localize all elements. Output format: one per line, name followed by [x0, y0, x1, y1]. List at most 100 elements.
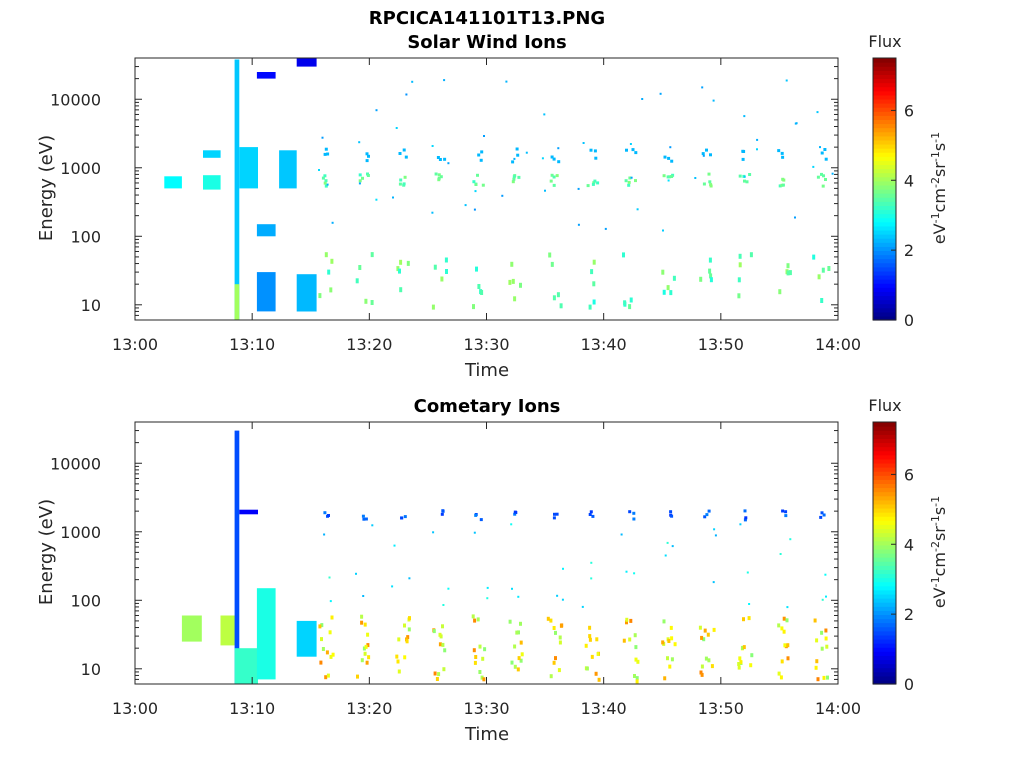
flux-cell	[816, 111, 819, 114]
flux-cell	[708, 180, 712, 184]
flux-cell	[447, 587, 450, 590]
flux-cell	[824, 573, 827, 576]
flux-cell	[328, 630, 332, 635]
flux-cell	[366, 632, 370, 637]
colorbar-segment	[873, 561, 896, 566]
flux-cell	[707, 658, 711, 663]
flux-cell	[667, 156, 671, 160]
colorbar-segment	[873, 242, 896, 247]
flux-cell	[670, 175, 674, 178]
flux-cell	[672, 275, 676, 281]
y-axis-label: Energy (eV)	[36, 499, 57, 605]
axes-box	[134, 57, 839, 321]
colorbar-segment	[873, 565, 896, 570]
figure-title: RPCICA141101T13.PNG	[369, 8, 605, 29]
flux-cell	[778, 289, 782, 295]
flux-cell	[702, 154, 705, 157]
flux-cell	[625, 570, 628, 573]
colorbar-segment	[873, 593, 896, 599]
colorbar-segment	[873, 94, 896, 100]
flux-cell	[588, 513, 592, 516]
flux-cell	[827, 266, 831, 271]
flux-cell	[391, 585, 394, 588]
flux-cell	[358, 182, 361, 185]
flux-cell	[326, 673, 330, 678]
flux-cell	[670, 636, 674, 641]
flux-cell	[407, 627, 411, 632]
flux-cell	[399, 287, 403, 293]
flux-cell	[403, 655, 407, 660]
flux-cell	[549, 618, 553, 623]
flux-cell	[784, 510, 788, 514]
colorbar-segment	[873, 503, 896, 509]
colorbar-segment	[873, 618, 896, 624]
flux-cell	[812, 165, 815, 168]
flux-cell	[403, 623, 406, 628]
colorbar-segment	[873, 225, 896, 231]
colorbar-segment	[873, 98, 896, 104]
colorbar-segment	[873, 483, 896, 489]
colorbar-segment	[873, 610, 896, 615]
flux-cell	[318, 624, 322, 629]
flux-cell	[739, 660, 743, 665]
flux-cell	[779, 553, 782, 555]
colorbar-segment	[873, 262, 896, 268]
flux-cell	[786, 606, 789, 609]
flux-cell	[511, 180, 515, 184]
flux-cell	[737, 277, 741, 283]
flux-cell	[782, 616, 786, 621]
flux-cell	[330, 258, 334, 264]
flux-cell	[661, 640, 665, 645]
flux-cell	[431, 145, 434, 147]
flux-cell	[741, 645, 744, 650]
flux-cell	[234, 430, 240, 684]
axes-frame	[134, 57, 839, 321]
colorbar-segment	[873, 638, 896, 644]
flux-cell	[561, 598, 564, 601]
flux-cell	[519, 621, 522, 626]
flux-cell	[437, 173, 441, 177]
flux-cell	[181, 615, 202, 642]
flux-cell	[786, 263, 790, 269]
flux-cell	[525, 151, 528, 154]
flux-cell	[362, 517, 366, 521]
flux-cell	[780, 659, 784, 664]
flux-cell	[814, 665, 818, 670]
flux-cell	[557, 147, 560, 150]
flux-cell	[749, 252, 753, 258]
flux-cell	[820, 646, 824, 651]
flux-cell	[329, 654, 333, 659]
flux-cell	[356, 674, 359, 679]
colorbar-segment	[873, 291, 896, 297]
x-tick-label: 13:30	[463, 335, 509, 354]
flux-cell	[358, 141, 361, 144]
flux-cell	[320, 623, 324, 628]
flux-cell	[824, 157, 828, 161]
flux-cell	[552, 157, 556, 161]
flux-cell	[822, 675, 826, 680]
flux-cell	[737, 293, 741, 299]
colorbar-segment	[873, 131, 896, 137]
flux-cell	[630, 176, 633, 179]
flux-cell	[738, 174, 742, 178]
flux-cell	[476, 617, 480, 622]
flux-cell	[508, 279, 512, 285]
flux-cell	[604, 227, 607, 230]
colorbar-segment	[873, 585, 896, 591]
flux-cell	[823, 148, 827, 151]
flux-cell	[746, 571, 749, 574]
flux-cell	[786, 656, 790, 661]
flux-cell	[634, 657, 638, 662]
flux-cell	[789, 538, 792, 541]
flux-cell	[663, 155, 667, 159]
flux-cell	[707, 509, 711, 513]
colorbar-segment	[873, 524, 896, 530]
flux-cell	[785, 618, 789, 623]
flux-cell	[622, 638, 626, 643]
flux-cell	[622, 252, 625, 258]
flux-cell	[519, 658, 523, 663]
flux-cell	[710, 664, 714, 669]
colorbar-segment	[873, 634, 896, 640]
flux-cell	[553, 512, 556, 516]
flux-cell	[513, 296, 517, 302]
